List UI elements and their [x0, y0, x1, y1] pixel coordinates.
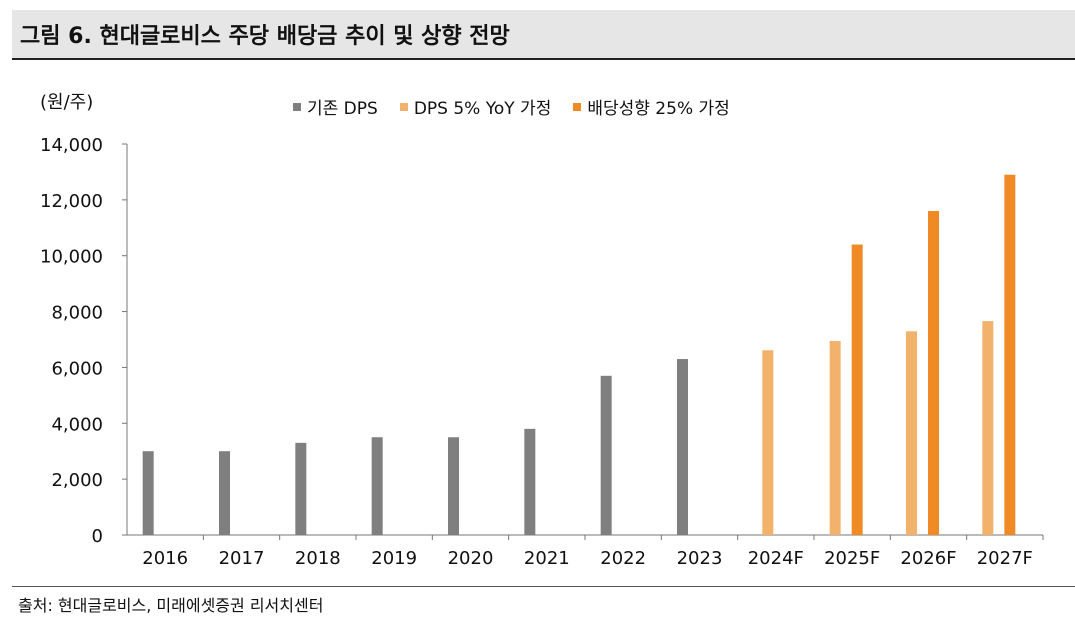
- y-tick-label: 10,000: [40, 247, 103, 268]
- y-tick-label: 12,000: [40, 191, 103, 212]
- legend-label: 기존 DPS: [307, 99, 378, 119]
- x-tick-label: 2027F: [977, 548, 1033, 569]
- legend-swatch-orange: [573, 102, 582, 111]
- x-tick-label: 2025F: [824, 548, 880, 569]
- bar-2022: [600, 375, 612, 535]
- bar-2017: [219, 451, 230, 535]
- chart-axes: [122, 143, 1044, 540]
- bar-2018: [295, 442, 307, 535]
- bar-2027F: [1004, 174, 1016, 535]
- legend-label: 배당성향 25% 가정: [587, 99, 730, 119]
- bar-2026F: [928, 211, 939, 535]
- x-tick-label: 2023: [677, 548, 723, 569]
- bar-2027F: [982, 321, 994, 535]
- bar-2016: [142, 451, 154, 535]
- x-tick-label: 2021: [524, 548, 570, 569]
- bar-2025F: [851, 244, 863, 536]
- source-note: 출처: 현대글로비스, 미래에셋증권 리서치센터: [18, 596, 324, 615]
- y-tick-label: 2,000: [51, 470, 103, 491]
- bar-2026F: [906, 331, 917, 535]
- x-tick-label: 2016: [142, 548, 188, 569]
- legend-item-payout-25pct: 배당성향 25% 가정: [573, 94, 730, 119]
- x-tick-label: 2024F: [748, 548, 804, 569]
- bar-2025F: [829, 341, 841, 535]
- source-divider: [12, 586, 1075, 587]
- chart-bars: [142, 174, 1016, 536]
- figure-header: 그림 6. 현대글로비스 주당 배당금 추이 및 상향 전망: [12, 10, 1075, 60]
- chart-tick-labels: 0 2,000 4,000 6,000 8,000 10,000 12,000 14,000 2…: [40, 135, 1033, 569]
- chart-legend: 기존 DPS DPS 5% YoY 가정 배당성향 25% 가정: [293, 94, 730, 119]
- x-tick-label: 2026F: [900, 548, 956, 569]
- bar-2024F: [762, 350, 774, 535]
- unit-label: (원/주): [40, 92, 94, 113]
- bar-2021: [524, 428, 536, 535]
- x-tick-label: 2018: [295, 548, 341, 569]
- bar-2019: [371, 437, 383, 535]
- legend-item-dps-5pct: DPS 5% YoY 가정: [399, 94, 552, 119]
- x-tick-label: 2022: [600, 548, 646, 569]
- bar-2023: [677, 359, 688, 535]
- bar-2020: [448, 437, 459, 535]
- y-tick-label: 14,000: [40, 135, 103, 156]
- legend-item-existing-dps: 기존 DPS: [293, 94, 378, 119]
- x-tick-label: 2017: [219, 548, 265, 569]
- figure-title: 그림 6. 현대글로비스 주당 배당금 추이 및 상향 전망: [20, 24, 510, 49]
- y-tick-label: 0: [92, 526, 103, 547]
- legend-label: DPS 5% YoY 가정: [413, 99, 552, 119]
- legend-swatch-light-orange: [399, 102, 408, 111]
- y-tick-label: 8,000: [51, 303, 103, 324]
- y-tick-label: 6,000: [51, 358, 103, 379]
- y-tick-label: 4,000: [51, 414, 103, 435]
- legend-swatch-gray: [293, 102, 301, 111]
- x-tick-label: 2020: [448, 548, 494, 569]
- x-tick-label: 2019: [371, 548, 417, 569]
